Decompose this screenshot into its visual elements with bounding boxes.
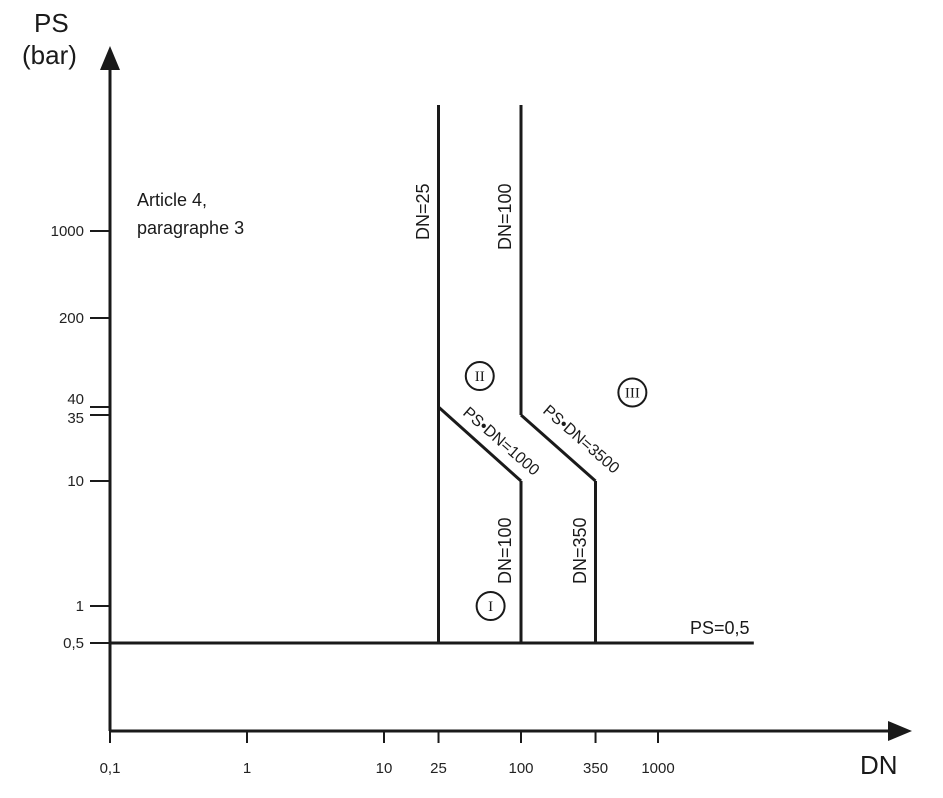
x-tick-label: 100 xyxy=(508,760,533,777)
dn25-label: DN=25 xyxy=(413,183,433,240)
x-tick-label: 10 xyxy=(376,760,393,777)
x-tick-label: 25 xyxy=(430,760,447,777)
boundary-line-2 xyxy=(437,405,523,483)
y-tick-label: 35 xyxy=(67,410,84,427)
category-circle-I xyxy=(475,591,506,621)
y-axis-arrow-icon xyxy=(100,46,120,70)
y-tick-label: 200 xyxy=(59,310,84,327)
y-tick-label: 40 xyxy=(67,391,84,408)
dn100-top-label: DN=100 xyxy=(495,183,515,250)
article-label-line2: paragraphe 3 xyxy=(137,218,244,238)
axes xyxy=(100,46,912,741)
y-axis-title-line2: (bar) xyxy=(22,40,77,70)
x-tick-label: 1 xyxy=(243,760,251,777)
category-circle-III xyxy=(617,377,648,408)
y-tick-label: 1000 xyxy=(51,223,84,240)
category-label-I: I xyxy=(488,599,493,615)
x-tick-label: 1000 xyxy=(641,760,674,777)
dn350-label: DN=350 xyxy=(570,517,590,584)
y-tick-label: 1 xyxy=(76,598,84,615)
y-axis-title-line1: PS xyxy=(34,8,69,38)
category-label-II: II xyxy=(475,369,485,385)
dn100-bottom-label: DN=100 xyxy=(495,517,515,584)
y-tick-label: 10 xyxy=(67,473,84,490)
hyperbola-1000-label: PS•DN=1000 xyxy=(459,404,542,479)
boundary-lines xyxy=(110,105,754,645)
ps05-label: PS=0,5 xyxy=(690,618,750,638)
category-circle-II xyxy=(464,361,495,392)
category-label-III: III xyxy=(625,385,640,401)
x-tick-label: 0,1 xyxy=(100,760,121,777)
x-axis-title: DN xyxy=(860,750,898,780)
x-axis-arrow-icon xyxy=(888,721,912,741)
x-tick-label: 350 xyxy=(583,760,608,777)
annotations: PS (bar) DN Article 4, paragraphe 3 DN=2… xyxy=(22,8,898,780)
y-tick-label: 0,5 xyxy=(63,635,84,652)
boundary-line-5 xyxy=(520,413,597,483)
ticks: 0,1 1 10 25 100 350 1000 0,5 1 10 35 40 200 1000 xyxy=(51,223,675,777)
article-label-line1: Article 4, xyxy=(137,190,207,210)
